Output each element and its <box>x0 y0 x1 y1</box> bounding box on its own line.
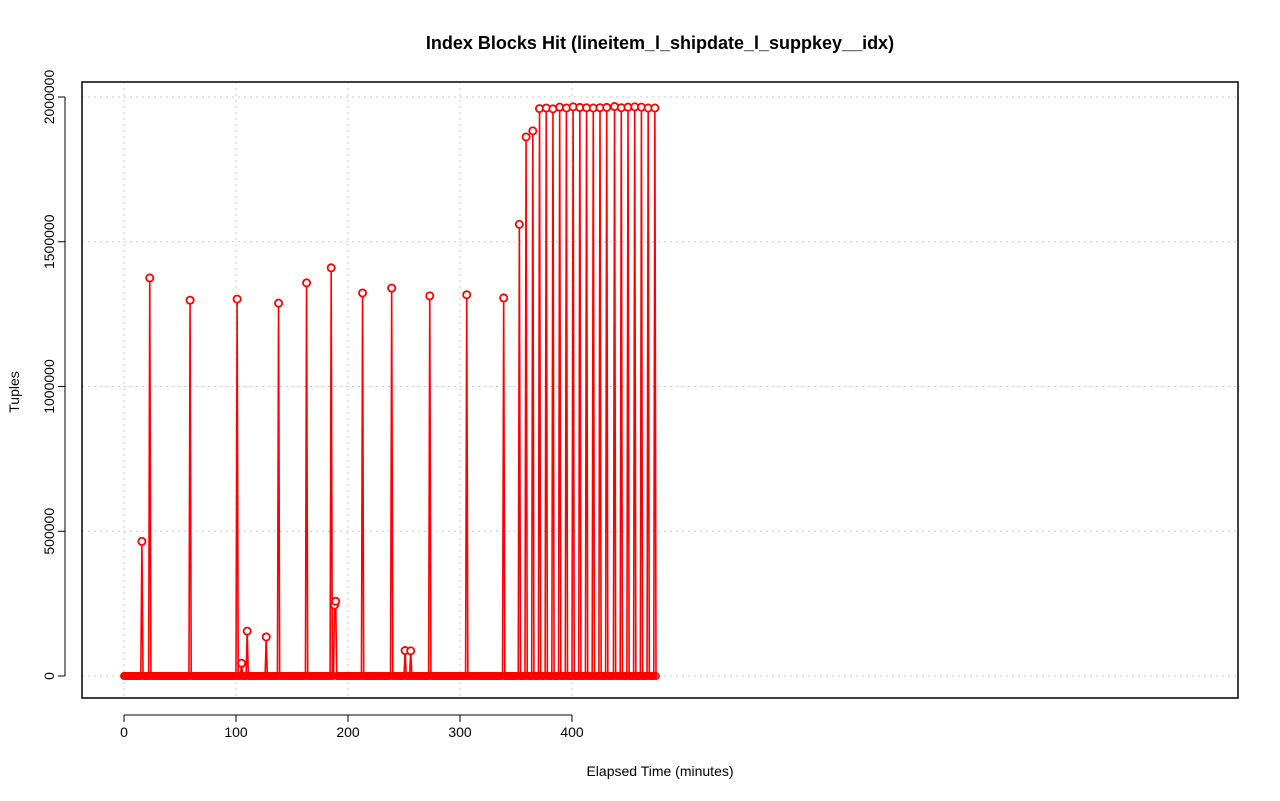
x-tick-label: 100 <box>224 724 248 740</box>
peak-point <box>521 132 531 142</box>
peak-point <box>650 103 660 113</box>
peak-point <box>261 632 271 642</box>
peak-point <box>387 283 397 293</box>
axes-layer: 0 100 200 300 400 0 500000 1000000 1500000 200000… <box>41 70 584 740</box>
peak-point <box>499 293 509 303</box>
x-tick-label: 300 <box>448 724 472 740</box>
peak-point <box>232 294 242 304</box>
y-axis-label: Tuples <box>6 371 22 413</box>
series-line <box>124 105 657 677</box>
y-tick-label: 2000000 <box>41 70 57 125</box>
y-tick-label: 1500000 <box>41 214 57 269</box>
peak-point <box>185 295 195 305</box>
x-tick-label: 200 <box>336 724 360 740</box>
peak-point <box>462 290 472 300</box>
peak-point <box>528 126 538 136</box>
series-points <box>120 102 660 680</box>
x-tick-label: 0 <box>120 724 128 740</box>
plot-frame <box>81 81 1239 699</box>
grid-layer <box>82 82 1238 698</box>
peak-point <box>237 658 247 668</box>
peak-point <box>358 288 368 298</box>
baseline-point <box>652 672 660 680</box>
series-lines <box>124 105 657 677</box>
peak-point <box>242 626 252 636</box>
x-tick-label: 400 <box>560 724 584 740</box>
peak-point <box>425 291 435 301</box>
peak-point <box>274 298 284 308</box>
peak-point <box>145 273 155 283</box>
chart-title: Index Blocks Hit (lineitem_l_shipdate_l_… <box>426 33 894 53</box>
peak-point <box>326 263 336 273</box>
y-tick-label: 0 <box>41 672 57 680</box>
peak-point <box>331 596 341 606</box>
peak-point <box>602 102 612 112</box>
peak-point <box>137 536 147 546</box>
x-axis-label: Elapsed Time (minutes) <box>586 763 733 779</box>
peak-point <box>514 219 524 229</box>
y-tick-label: 500000 <box>41 508 57 555</box>
y-tick-label: 1000000 <box>41 359 57 414</box>
peak-point <box>302 278 312 288</box>
peak-point <box>406 646 416 656</box>
